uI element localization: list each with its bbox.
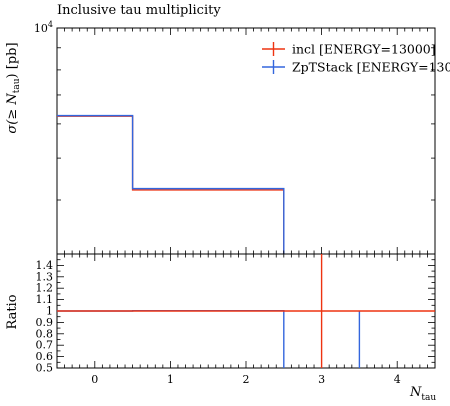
legend-label-1: ZpTStack [ENERGY=13000] [292,60,450,75]
ratio-line-1 [57,309,285,368]
ratio-tick-label-1: 0.6 [36,350,54,363]
ratio-tick-label-3: 0.8 [36,327,54,340]
ratio-tick-label-4: 0.9 [36,316,54,329]
y-axis-label: σ(≥ Ntau) [pb] [5,42,22,133]
y-tick-label: 104 [34,20,53,35]
chart-title: Inclusive tau multiplicity [57,3,221,18]
axis-labels: 0 1 2 3 41040.50.60.70.80.911.11.21.31.4Ntau… [5,20,436,403]
ratio-tick-label-6: 1.1 [36,293,54,306]
legend-label-0: incl [ENERGY=13000] [292,42,436,57]
ratio-tick-label-7: 1.2 [36,282,54,295]
ratio-plot [56,247,436,369]
ratio-axis-label: Ratio [5,294,20,329]
ratio-tick-label-9: 1.4 [36,259,54,272]
ratio-tick-label-8: 1.3 [36,270,54,283]
x-tick-label-4: 4 [394,373,401,386]
series-line-0 [57,115,285,254]
x-tick-label-3: 3 [318,373,325,386]
legend: incl [ENERGY=13000] ZpTStack [ENERGY=1300… [262,42,450,75]
main-plot [56,27,436,255]
x-tick-label-1: 1 [167,373,174,386]
x-tick-label-0: 0 [91,373,98,386]
ratio-tick-label-2: 0.7 [36,339,54,352]
series-line-1 [57,114,285,254]
x-tick-label-2: 2 [243,373,250,386]
ratio-tick-label-5: 1 [46,305,53,318]
x-axis-label: Ntau [409,385,436,403]
ratio-tick-label-0: 0.5 [36,362,54,375]
